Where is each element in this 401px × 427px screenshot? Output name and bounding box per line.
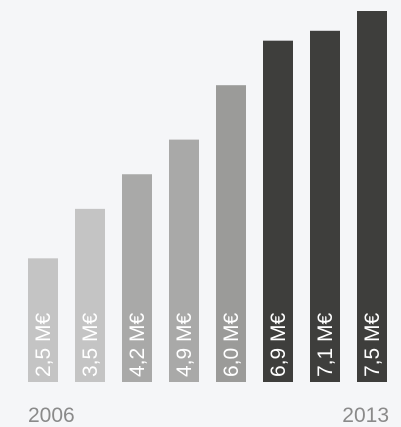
data-label-2012: 7,1 M€: [314, 312, 337, 377]
x-tick-label-last: 2013: [342, 404, 389, 427]
bar-2007: [75, 208, 105, 382]
data-label-2006: 2,5 M€: [32, 312, 55, 377]
bar-2011: [263, 40, 293, 383]
data-label-2009: 4,9 M€: [173, 312, 196, 377]
bar-2013: [357, 11, 387, 382]
bar-2006: [28, 258, 58, 382]
bar-2012: [310, 30, 340, 382]
data-label-2013: 7,5 M€: [361, 312, 384, 377]
data-label-2011: 6,9 M€: [267, 312, 290, 377]
data-labels-group: 2,5 M€ 3,5 M€ 4,2 M€ 4,9 M€ 6,0 M€ 6,9 M€ 7,1 …: [32, 312, 384, 377]
data-label-2007: 3,5 M€: [79, 312, 102, 377]
data-label-2008: 4,2 M€: [126, 312, 149, 377]
bars-group: [28, 11, 387, 383]
data-label-2010: 6,0 M€: [220, 312, 243, 377]
bar-2009: [169, 139, 199, 382]
x-tick-label-first: 2006: [28, 404, 75, 427]
bar-2010: [216, 85, 246, 382]
bar-2008: [122, 174, 152, 382]
